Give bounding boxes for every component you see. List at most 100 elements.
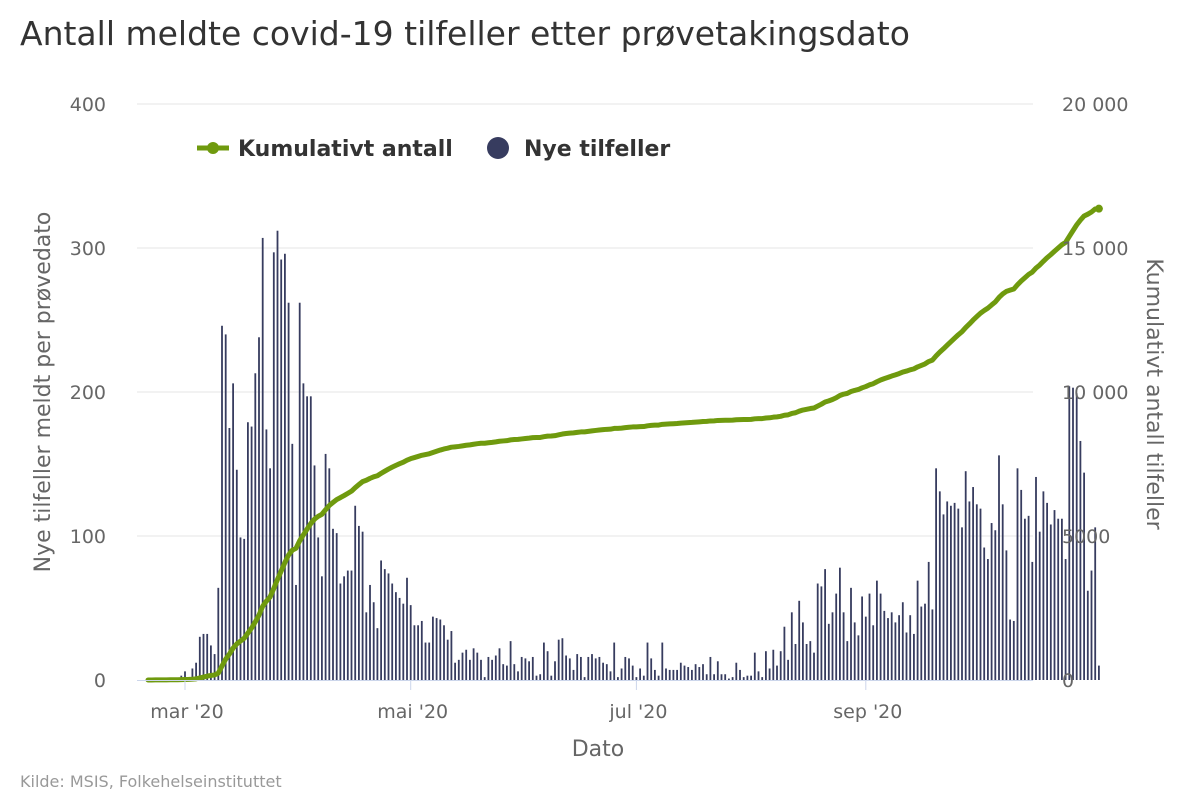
bar xyxy=(358,525,360,680)
bar xyxy=(679,662,682,680)
bar xyxy=(964,471,967,680)
bar xyxy=(420,620,423,680)
bar xyxy=(380,560,382,680)
bar xyxy=(620,668,623,680)
legend-line-marker xyxy=(207,142,219,154)
bar xyxy=(816,583,819,680)
bar xyxy=(502,664,505,680)
bar xyxy=(887,618,889,680)
bar xyxy=(213,654,216,680)
bar xyxy=(228,428,231,680)
bar xyxy=(598,656,601,680)
bar xyxy=(439,619,442,680)
bar xyxy=(850,587,852,680)
bar xyxy=(561,638,564,680)
bar xyxy=(472,648,475,680)
bar xyxy=(454,662,456,680)
bar xyxy=(846,641,849,680)
bar xyxy=(1020,489,1023,680)
bar xyxy=(1086,590,1089,680)
bar xyxy=(1005,550,1008,680)
y-tick-label: 0 xyxy=(94,670,106,692)
bar xyxy=(554,661,556,680)
bar xyxy=(702,664,704,680)
bar xyxy=(698,667,701,680)
bar xyxy=(835,593,838,680)
bar xyxy=(861,596,863,680)
bar xyxy=(639,668,641,680)
bar xyxy=(217,587,220,680)
bar xyxy=(343,576,345,680)
bar xyxy=(1064,559,1067,680)
bar xyxy=(250,426,253,680)
bar xyxy=(520,656,523,680)
x-tick-label: mar '20 xyxy=(150,701,223,723)
bar xyxy=(924,603,926,680)
cumulative-line-end-marker xyxy=(1094,204,1103,213)
bar xyxy=(258,337,260,680)
legend[interactable]: Kumulativt antall Nye tilfeller xyxy=(197,137,670,162)
bar xyxy=(872,625,875,680)
bar xyxy=(916,580,919,680)
bar xyxy=(254,373,257,680)
bar xyxy=(824,569,826,680)
bar xyxy=(376,628,379,680)
bar xyxy=(583,677,586,680)
bar xyxy=(894,622,897,680)
bar xyxy=(813,652,815,680)
y2-tick-label: 10 000 xyxy=(1062,382,1128,404)
bar xyxy=(446,639,449,680)
bar xyxy=(1068,386,1071,680)
y-tick-label: 200 xyxy=(70,382,106,404)
bar xyxy=(535,675,538,680)
bar xyxy=(790,612,793,680)
bar xyxy=(198,636,201,680)
bar xyxy=(528,661,530,680)
bar xyxy=(979,508,982,680)
bar xyxy=(580,656,582,680)
bar xyxy=(724,674,727,680)
bar xyxy=(506,665,508,680)
bar xyxy=(783,626,786,680)
bar xyxy=(975,504,978,680)
bar xyxy=(805,644,808,680)
bar xyxy=(968,501,971,680)
bar xyxy=(280,259,283,680)
bar xyxy=(195,662,197,680)
bar xyxy=(383,569,386,680)
bar xyxy=(657,675,660,680)
bar xyxy=(1049,524,1052,680)
bar xyxy=(868,593,871,680)
bar xyxy=(628,658,630,680)
bar xyxy=(328,468,331,680)
bar xyxy=(483,677,486,680)
bar xyxy=(1079,440,1082,680)
bar xyxy=(321,576,323,680)
bar xyxy=(779,651,782,680)
bar xyxy=(927,561,930,680)
bar xyxy=(827,623,830,680)
bar xyxy=(591,654,593,680)
y-axis-title: Nye tilfeller meldt per prøvedato xyxy=(31,212,56,573)
y2-tick-label: 0 xyxy=(1062,670,1074,692)
bar xyxy=(235,469,238,680)
bar xyxy=(1072,387,1074,680)
bar xyxy=(935,468,937,680)
bar xyxy=(284,253,286,680)
bar xyxy=(883,610,886,680)
bar xyxy=(853,622,856,680)
bar xyxy=(480,659,482,680)
bar xyxy=(576,654,579,680)
bar xyxy=(298,302,301,680)
bar xyxy=(491,659,493,680)
bar xyxy=(594,658,597,680)
bar xyxy=(309,396,312,680)
bar xyxy=(350,570,353,680)
bar xyxy=(546,651,549,680)
bar xyxy=(461,652,464,680)
y2-tick-label: 15 000 xyxy=(1062,238,1128,260)
bar xyxy=(354,505,357,680)
bar xyxy=(787,659,789,680)
bar xyxy=(646,642,649,680)
